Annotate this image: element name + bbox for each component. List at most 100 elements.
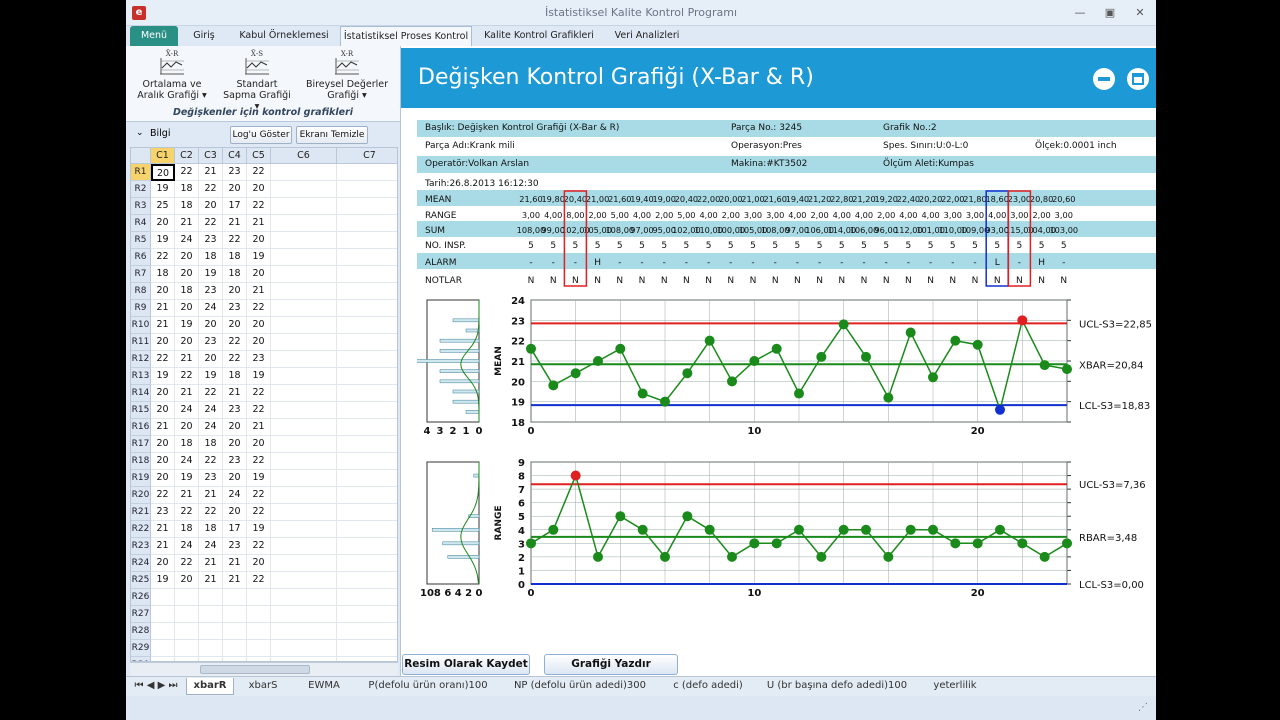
grid-cell[interactable]: 21	[151, 317, 175, 334]
grid-cell[interactable]	[151, 640, 175, 657]
minimize-icon[interactable]: —	[1074, 6, 1086, 19]
row-header[interactable]: R25	[131, 572, 151, 589]
grid-horizontal-scrollbar[interactable]	[130, 662, 398, 676]
clear-screen-button[interactable]: Ekranı Temizle	[296, 126, 368, 144]
grid-cell[interactable]: 22	[199, 181, 223, 198]
grid-cell[interactable]	[337, 385, 397, 402]
grid-cell[interactable]: 23	[223, 402, 247, 419]
grid-cell[interactable]: 24	[175, 402, 199, 419]
grid-cell[interactable]: 21	[223, 215, 247, 232]
data-grid[interactable]: C1 C2 C3 C4 C5 C6 C7 R1 20 22 21 23 22 R2 19 18 22 20 20 R3…	[130, 147, 398, 662]
grid-cell[interactable]: 21	[151, 521, 175, 538]
sheet-tab-xbars[interactable]: xbarS	[248, 680, 278, 691]
grid-cell[interactable]: 20	[151, 470, 175, 487]
resize-grip-icon[interactable]: ⋰	[1138, 702, 1148, 713]
grid-cell[interactable]: 20	[175, 300, 199, 317]
grid-cell[interactable]: 22	[247, 572, 271, 589]
grid-cell[interactable]: 21	[247, 419, 271, 436]
grid-cell[interactable]: 23	[199, 470, 223, 487]
grid-cell[interactable]: 19	[247, 521, 271, 538]
row-header[interactable]: R16	[131, 419, 151, 436]
grid-cell[interactable]	[151, 606, 175, 623]
grid-cell[interactable]	[271, 198, 337, 215]
grid-cell[interactable]: 17	[223, 198, 247, 215]
grid-cell[interactable]: 20	[247, 436, 271, 453]
grid-cell[interactable]: 22	[151, 487, 175, 504]
grid-cell[interactable]	[151, 657, 175, 661]
grid-cell[interactable]	[247, 657, 271, 661]
show-log-button[interactable]: Log'u Göster	[230, 126, 292, 144]
row-header[interactable]: R6	[131, 249, 151, 266]
grid-cell[interactable]: 22	[247, 538, 271, 555]
grid-cell[interactable]: 20	[151, 453, 175, 470]
grid-cell[interactable]: 23	[223, 164, 247, 181]
grid-cell[interactable]: 20	[151, 385, 175, 402]
row-header[interactable]: R29	[131, 640, 151, 657]
grid-cell[interactable]: 20	[151, 215, 175, 232]
maximize-icon[interactable]: ▣	[1104, 6, 1116, 19]
grid-cell[interactable]: 19	[175, 317, 199, 334]
grid-cell[interactable]: 22	[223, 351, 247, 368]
grid-cell[interactable]	[271, 572, 337, 589]
tab-spc[interactable]: İstatistiksel Proses Kontrol	[340, 26, 472, 46]
grid-cell[interactable]	[337, 487, 397, 504]
minus-circle-icon[interactable]	[1093, 68, 1115, 90]
grid-cell[interactable]	[199, 640, 223, 657]
grid-cell[interactable]	[223, 657, 247, 661]
grid-cell[interactable]	[337, 504, 397, 521]
grid-cell[interactable]: 22	[247, 453, 271, 470]
grid-cell[interactable]	[337, 351, 397, 368]
grid-cell[interactable]	[337, 453, 397, 470]
grid-cell[interactable]	[337, 232, 397, 249]
grid-cell[interactable]: 18	[175, 198, 199, 215]
grid-cell[interactable]	[271, 657, 337, 661]
grid-cell[interactable]: 22	[247, 300, 271, 317]
grid-cell[interactable]	[151, 623, 175, 640]
tab-veri-analizleri[interactable]: Veri Analizleri	[614, 30, 680, 41]
grid-cell[interactable]: 20	[223, 470, 247, 487]
grid-cell[interactable]: 20	[175, 249, 199, 266]
grid-cell[interactable]: 23	[223, 538, 247, 555]
grid-cell[interactable]	[271, 385, 337, 402]
grid-cell[interactable]: 19	[199, 266, 223, 283]
grid-cell[interactable]: 20	[247, 181, 271, 198]
sheet-tab-np[interactable]: NP (defolu ürün adedi)300	[513, 680, 647, 691]
grid-cell[interactable]	[247, 589, 271, 606]
row-header[interactable]: R11	[131, 334, 151, 351]
grid-cell[interactable]: 19	[151, 572, 175, 589]
row-header[interactable]: R17	[131, 436, 151, 453]
tab-menu[interactable]: Menü	[130, 26, 178, 46]
grid-cell[interactable]: 23	[199, 334, 223, 351]
grid-cell[interactable]: 21	[247, 215, 271, 232]
grid-cell[interactable]: 19	[151, 232, 175, 249]
grid-cell[interactable]	[337, 436, 397, 453]
grid-cell[interactable]: 20	[223, 436, 247, 453]
grid-cell[interactable]: 20	[151, 283, 175, 300]
row-header[interactable]: R21	[131, 504, 151, 521]
grid-cell[interactable]	[247, 623, 271, 640]
grid-cell[interactable]: 21	[175, 487, 199, 504]
grid-cell[interactable]: 22	[175, 555, 199, 572]
row-header[interactable]: R15	[131, 402, 151, 419]
grid-cell[interactable]: 21	[199, 487, 223, 504]
grid-cell[interactable]	[271, 334, 337, 351]
row-header[interactable]: R7	[131, 266, 151, 283]
grid-cell[interactable]	[337, 640, 397, 657]
scrollbar-thumb[interactable]	[200, 665, 310, 674]
grid-cell[interactable]	[271, 487, 337, 504]
grid-cell[interactable]: 22	[223, 334, 247, 351]
grid-cell[interactable]: 20	[247, 334, 271, 351]
row-header[interactable]: R28	[131, 623, 151, 640]
grid-cell[interactable]	[337, 164, 397, 181]
grid-cell[interactable]: 20	[151, 436, 175, 453]
grid-cell[interactable]: 24	[175, 538, 199, 555]
grid-cell[interactable]	[223, 589, 247, 606]
grid-cell[interactable]: 21	[199, 572, 223, 589]
grid-cell[interactable]: 23	[199, 283, 223, 300]
grid-cell[interactable]: 24	[199, 300, 223, 317]
grid-cell[interactable]	[175, 623, 199, 640]
grid-cell[interactable]	[271, 181, 337, 198]
column-header[interactable]: C5	[247, 148, 271, 164]
grid-cell[interactable]: 22	[175, 368, 199, 385]
grid-cell[interactable]	[271, 249, 337, 266]
